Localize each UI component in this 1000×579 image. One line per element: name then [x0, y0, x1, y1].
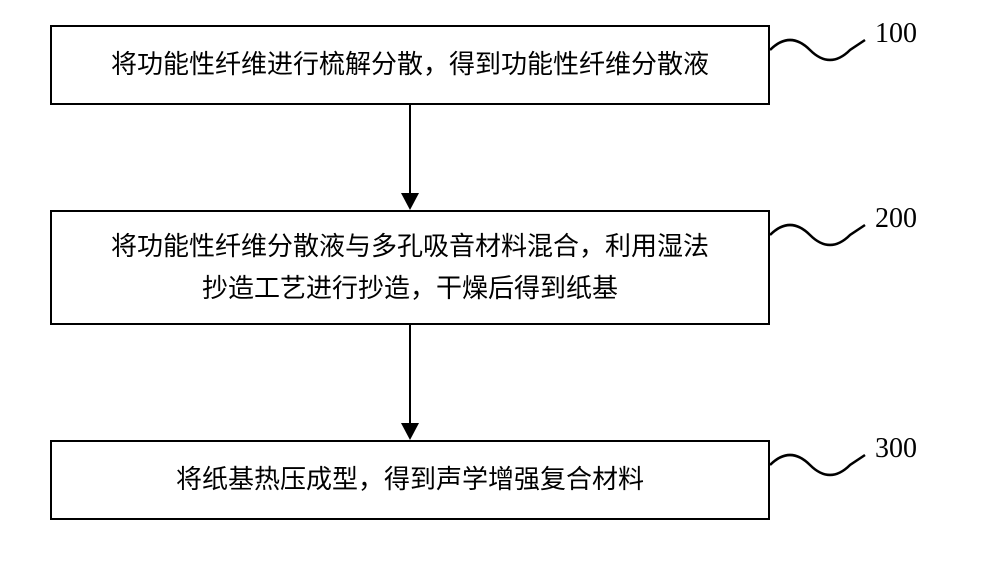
flowchart-container: 将功能性纤维进行梳解分散，得到功能性纤维分散液 100 将功能性纤维分散液与多孔…: [0, 0, 1000, 579]
step-1-label-connector: [770, 30, 870, 70]
flow-step-3-text: 将纸基热压成型，得到声学增强复合材料: [176, 459, 644, 501]
step-2-label: 200: [875, 203, 917, 235]
flow-step-1-text: 将功能性纤维进行梳解分散，得到功能性纤维分散液: [111, 44, 709, 86]
step-2-label-connector: [770, 215, 870, 255]
arrow-2-to-3: [395, 325, 425, 440]
step-3-label: 300: [875, 433, 917, 465]
flow-step-2-text: 将功能性纤维分散液与多孔吸音材料混合，利用湿法 抄造工艺进行抄造，干燥后得到纸基: [111, 226, 709, 309]
flow-step-1: 将功能性纤维进行梳解分散，得到功能性纤维分散液: [50, 25, 770, 105]
step-1-label: 100: [875, 18, 917, 50]
flow-step-2: 将功能性纤维分散液与多孔吸音材料混合，利用湿法 抄造工艺进行抄造，干燥后得到纸基: [50, 210, 770, 325]
arrow-1-to-2: [395, 105, 425, 210]
step-3-label-connector: [770, 445, 870, 485]
flow-step-3: 将纸基热压成型，得到声学增强复合材料: [50, 440, 770, 520]
